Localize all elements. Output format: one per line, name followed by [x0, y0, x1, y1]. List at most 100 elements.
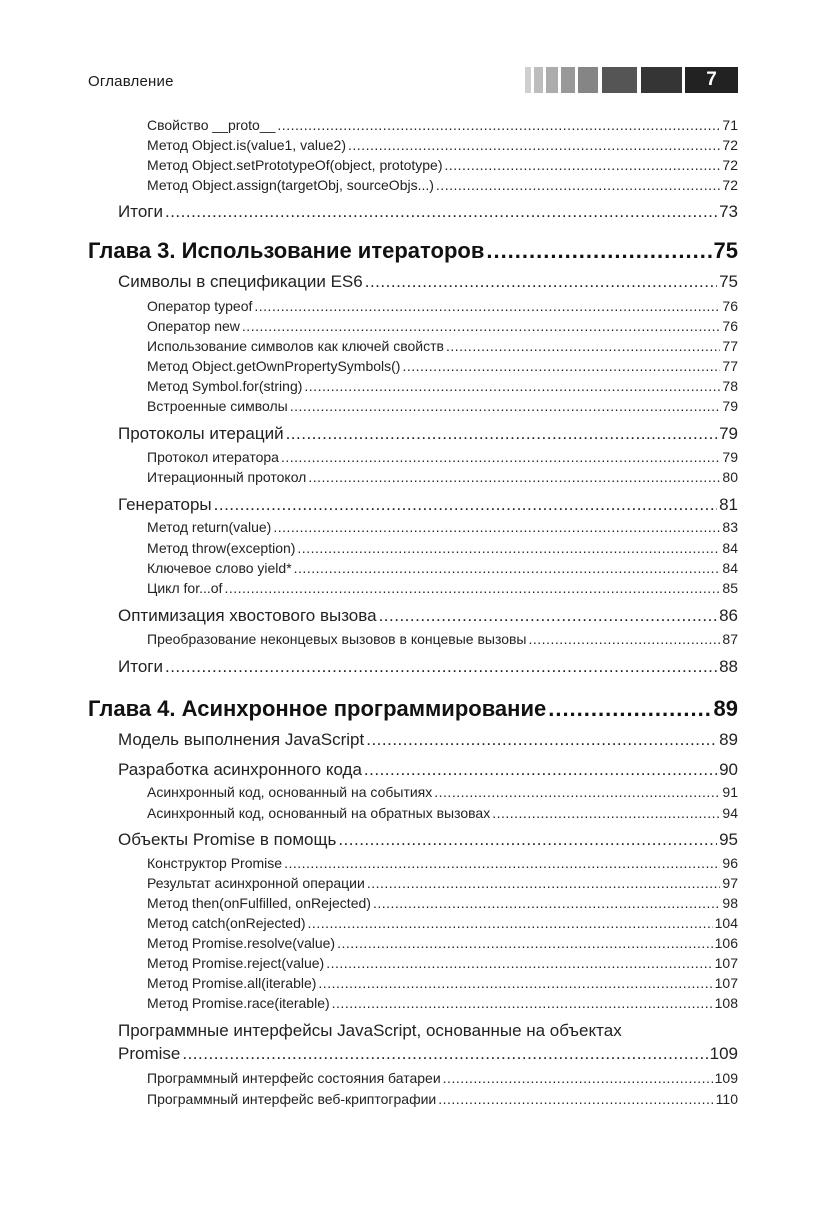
toc-page-number: 72 [722, 177, 738, 193]
toc-entry[interactable]: Метод Promise.all(iterable) 107 [147, 975, 738, 991]
toc-entry[interactable]: Асинхронный код, основанный на обратных … [147, 805, 738, 821]
toc-entry[interactable]: Метод Object.assign(targetObj, sourceObj… [147, 177, 738, 193]
toc-entry[interactable]: Метод throw(exception) 84 [147, 540, 738, 556]
toc-entry[interactable]: Метод Object.is(value1, value2) 72 [147, 137, 738, 153]
toc-entry[interactable]: Программный интерфейс веб-криптографии 11… [147, 1091, 738, 1107]
toc-page-number: 71 [722, 117, 738, 133]
toc-entry[interactable]: Итоги 73 [118, 202, 738, 222]
toc-entry[interactable]: Свойство __proto__ 71 [147, 117, 738, 133]
toc-page-number: 84 [722, 540, 738, 556]
toc-page-number: 107 [714, 975, 738, 991]
toc-entry[interactable]: Цикл for...of 85 [147, 580, 738, 596]
toc-entry-title: Встроенные символы [147, 398, 288, 414]
toc-entry[interactable]: Конструктор Promise 96 [147, 855, 738, 871]
dot-leader [492, 805, 720, 821]
toc-entry-title: Асинхронный код, основанный на обратных … [147, 805, 491, 821]
dot-leader [529, 631, 721, 647]
dot-leader [332, 995, 713, 1011]
toc-entry[interactable]: Модель выполнения JavaScript 89 [118, 730, 738, 750]
toc-page-number: 106 [714, 935, 738, 951]
toc-page-number: 87 [722, 631, 738, 647]
toc-entry[interactable]: Оператор typeof 76 [147, 298, 738, 314]
toc-entry-title: Глава 4. Асинхронное программирование [88, 696, 547, 721]
toc-entry[interactable]: Протоколы итераций 79 [118, 424, 738, 444]
header-title: Оглавление [88, 73, 174, 90]
dot-leader [443, 1070, 713, 1086]
toc-entry[interactable]: Разработка асинхронного кода 90 [118, 760, 738, 780]
toc-entry[interactable]: Программный интерфейс состояния батареи 1… [147, 1070, 738, 1086]
toc-page-number: 84 [722, 560, 738, 576]
toc-entry[interactable]: Метод Promise.race(iterable) 108 [147, 995, 738, 1011]
toc-entry-title: Метод Object.assign(targetObj, sourceObj… [147, 177, 434, 193]
dot-leader [165, 202, 717, 222]
toc-entry[interactable]: Оптимизация хвостового вызова 86 [118, 606, 738, 626]
toc-page-number: 79 [722, 398, 738, 414]
toc-entry[interactable]: Ключевое слово yield* 84 [147, 560, 738, 576]
page-number: 7 [685, 67, 738, 93]
dot-leader [224, 580, 720, 596]
dot-leader [326, 955, 712, 971]
toc-entry[interactable]: Использование символов как ключей свойст… [147, 338, 738, 354]
dot-leader [294, 560, 721, 576]
header-bar [602, 67, 637, 93]
toc-page-number: 89 [719, 730, 738, 749]
toc-entry-title: Объекты Promise в помощь [118, 830, 337, 849]
toc-entry[interactable]: Метод Object.getOwnPropertySymbols() 77 [147, 358, 738, 374]
header-bar [641, 67, 682, 93]
toc-entry-title: Программный интерфейс состояния батареи [147, 1070, 441, 1086]
dot-leader [365, 272, 717, 292]
toc-entry[interactable]: Метод Symbol.for(string) 78 [147, 378, 738, 394]
toc-entry[interactable]: Оператор new 76 [147, 318, 738, 334]
toc-entry[interactable]: Promise 109 [118, 1044, 738, 1064]
toc-entry[interactable]: Метод then(onFulfilled, onRejected) 98 [147, 895, 738, 911]
toc-entry[interactable]: Результат асинхронной операции 97 [147, 875, 738, 891]
toc-entry[interactable]: Метод Object.setPrototypeOf(object, prot… [147, 157, 738, 173]
toc-entry[interactable]: Объекты Promise в помощь 95 [118, 830, 738, 850]
toc-page-number: 78 [722, 378, 738, 394]
toc-entry[interactable]: Символы в спецификации ES6 75 [118, 272, 738, 292]
dot-leader [373, 895, 720, 911]
toc-page-number: 76 [722, 318, 738, 334]
toc-entry-title: Асинхронный код, основанный на событиях [147, 784, 433, 800]
dot-leader [364, 760, 717, 780]
header-bar [534, 67, 543, 93]
toc-entry[interactable]: Метод Promise.reject(value) 107 [147, 955, 738, 971]
dot-leader [436, 177, 721, 193]
dot-leader [284, 855, 720, 871]
toc-entry-title: Преобразование неконцевых вызовов в конц… [147, 631, 527, 647]
dot-leader [548, 696, 711, 722]
toc-entry[interactable]: Метод Promise.resolve(value) 106 [147, 935, 738, 951]
toc-entry-title: Метод Promise.resolve(value) [147, 935, 336, 951]
toc-entry-title: Оператор typeof [147, 298, 253, 314]
dot-leader [297, 540, 720, 556]
toc-entry[interactable]: Преобразование неконцевых вызовов в конц… [147, 631, 738, 647]
toc-entry-title: Метод Symbol.for(string) [147, 378, 303, 394]
toc-entry[interactable]: Генераторы 81 [118, 495, 738, 515]
dot-leader [165, 657, 717, 677]
toc-page-number: 72 [722, 137, 738, 153]
toc-chapter[interactable]: Глава 3. Использование итераторов 75 [88, 238, 738, 264]
toc-page-number: 97 [722, 875, 738, 891]
toc-entry[interactable]: Итерационный протокол 80 [147, 469, 738, 485]
toc-entry[interactable]: Итоги 88 [118, 657, 738, 677]
toc-page-number: 77 [722, 358, 738, 374]
toc-entry-title: Глава 3. Использование итераторов [88, 238, 485, 263]
dot-leader [214, 495, 717, 515]
toc-page-number: 83 [722, 519, 738, 535]
toc-chapter[interactable]: Глава 4. Асинхронное программирование 89 [88, 696, 738, 722]
toc-entry[interactable]: Метод catch(onRejected) 104 [147, 915, 738, 931]
toc-entry[interactable]: Асинхронный код, основанный на событиях 9… [147, 784, 738, 800]
toc-page-number: 94 [722, 805, 738, 821]
dot-leader [277, 117, 720, 133]
header-bar [546, 67, 558, 93]
toc-entry-title: Метод Promise.race(iterable) [147, 995, 330, 1011]
toc-entry-title: Конструктор Promise [147, 855, 283, 871]
toc-entry-title: Свойство __proto__ [147, 117, 276, 133]
dot-leader [254, 298, 720, 314]
toc-entry[interactable]: Метод return(value) 83 [147, 519, 738, 535]
toc-entry[interactable]: Протокол итератора 79 [147, 449, 738, 465]
dot-leader [367, 875, 721, 891]
toc-entry-title: Метод Promise.all(iterable) [147, 975, 317, 991]
toc-entry[interactable]: Встроенные символы 79 [147, 398, 738, 414]
toc-entry-title: Метод Object.getOwnPropertySymbols() [147, 358, 401, 374]
